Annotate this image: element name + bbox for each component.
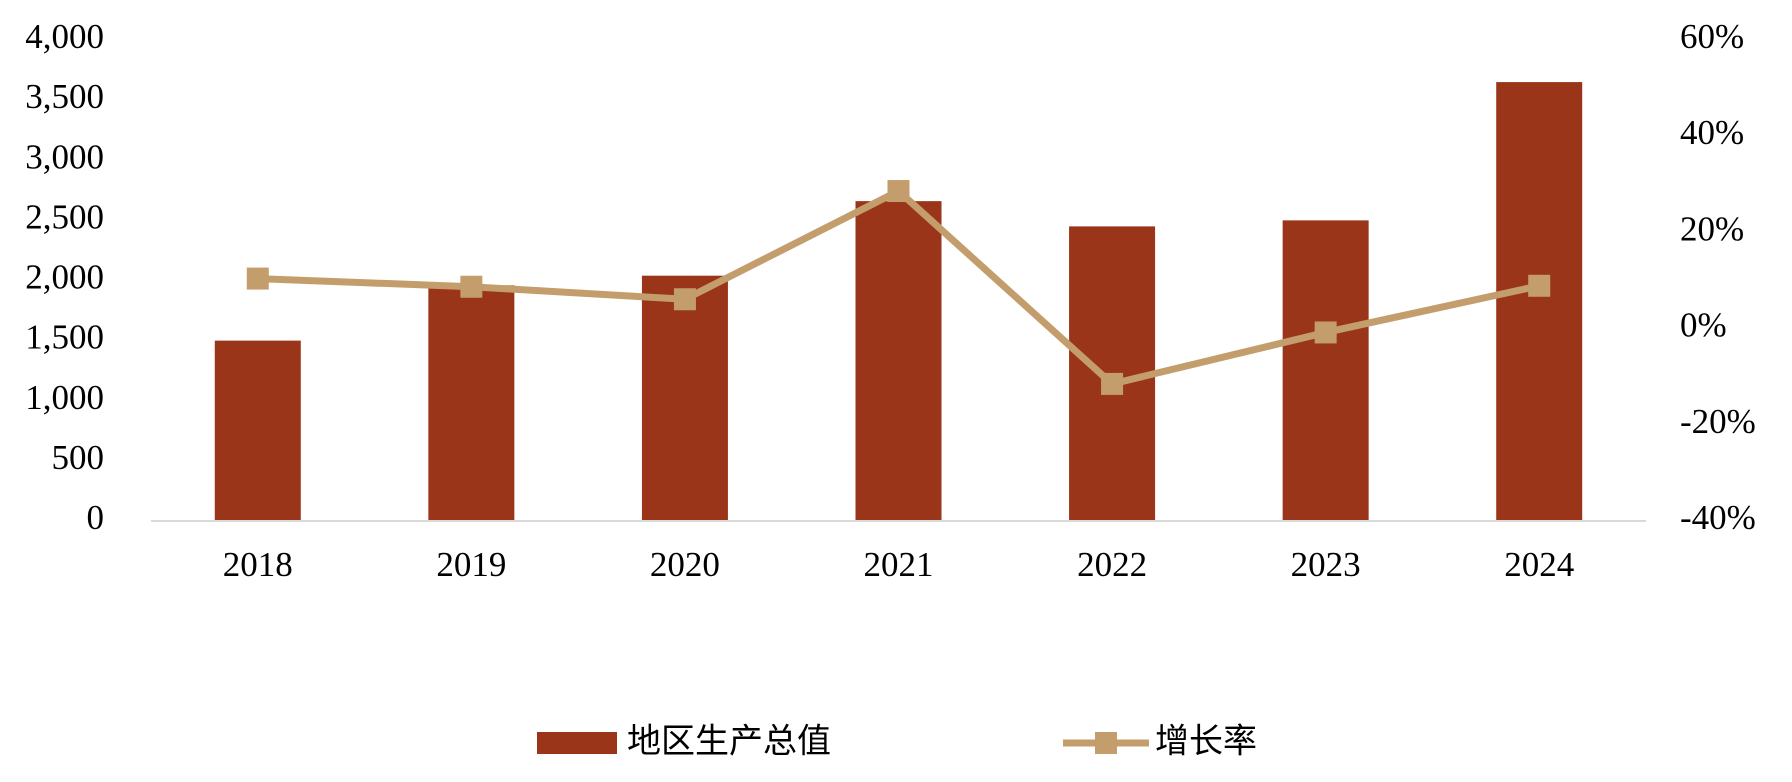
y-tick-label: 500 (52, 438, 105, 477)
y-tick-label: 2,500 (25, 197, 104, 236)
bar (855, 201, 942, 521)
x-tick-label: 2019 (436, 545, 506, 584)
y-tick-label: 1,500 (25, 318, 104, 357)
marker (887, 180, 910, 203)
marker (1528, 274, 1551, 297)
bar (641, 275, 728, 521)
x-tick-label: 2020 (650, 545, 720, 584)
y-tick-label: 0 (87, 498, 105, 537)
legend-swatch (1095, 732, 1117, 754)
y2-tick-label: -40% (1680, 498, 1756, 537)
bar (1496, 82, 1583, 522)
marker (1101, 372, 1124, 395)
legend-label: 增长率 (1155, 722, 1257, 762)
y-tick-label: 4,000 (25, 17, 104, 56)
bar (214, 340, 301, 521)
y-tick-label: 2,000 (25, 258, 104, 297)
y-tick-label: 3,500 (25, 77, 104, 116)
y2-tick-label: -20% (1680, 402, 1756, 441)
y2-tick-label: 0% (1680, 306, 1727, 345)
marker (673, 288, 696, 311)
legend-swatch (537, 732, 617, 754)
x-tick-label: 2018 (223, 545, 293, 584)
y2-tick-label: 20% (1680, 209, 1744, 248)
bar (428, 285, 515, 521)
y-tick-label: 3,000 (25, 137, 104, 176)
x-tick-label: 2024 (1504, 545, 1574, 584)
x-tick-label: 2022 (1077, 545, 1147, 584)
x-tick-label: 2023 (1291, 545, 1361, 584)
legend-label: 地区生产总值 (627, 722, 831, 762)
marker (246, 267, 269, 290)
bar (1282, 220, 1369, 521)
marker (1314, 321, 1337, 344)
x-tick-label: 2021 (864, 545, 934, 584)
y-tick-label: 1,000 (25, 378, 104, 417)
y2-tick-label: 60% (1680, 17, 1744, 56)
y2-tick-label: 40% (1680, 113, 1744, 152)
marker (460, 275, 483, 298)
